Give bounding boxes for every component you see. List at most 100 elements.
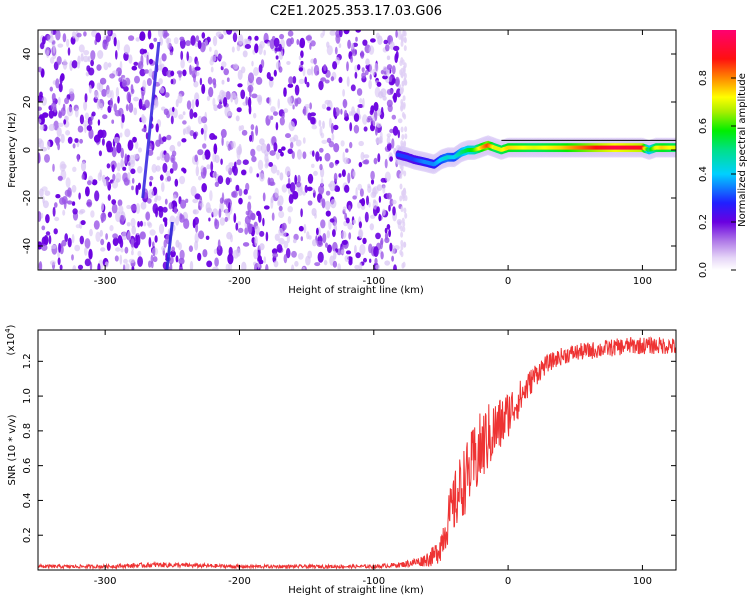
noise-speck (363, 126, 368, 132)
noise-speck (41, 96, 47, 106)
noise-speck (362, 97, 365, 109)
noise-speck (306, 186, 313, 192)
noise-speck (300, 60, 304, 66)
noise-speck (116, 162, 121, 172)
noise-speck (242, 50, 248, 58)
noise-speck (342, 98, 348, 109)
noise-speck (52, 206, 56, 217)
noise-speck (88, 67, 95, 76)
noise-speck (332, 260, 338, 268)
noise-speck (319, 163, 323, 171)
noise-speck (77, 125, 84, 133)
noise-speck (217, 54, 223, 60)
noise-speck (268, 96, 272, 106)
noise-speck (286, 233, 290, 244)
y-tick-label: -20 (22, 190, 33, 206)
noise-speck (54, 202, 58, 208)
noise-speck (236, 107, 242, 113)
noise-speck (161, 182, 165, 193)
x-tick-label: -300 (94, 576, 117, 587)
noise-speck (378, 195, 382, 203)
noise-speck (334, 46, 338, 55)
noise-speck (135, 234, 138, 246)
noise-speck (41, 225, 46, 231)
noise-speck (193, 132, 197, 140)
noise-speck (146, 78, 152, 86)
noise-speck (287, 206, 294, 213)
noise-speck (309, 102, 312, 110)
noise-speck (198, 230, 205, 240)
noise-speck (100, 238, 105, 246)
noise-speck (286, 38, 292, 47)
noise-speck (100, 103, 103, 111)
noise-speck (82, 120, 89, 127)
noise-speck (302, 191, 306, 196)
noise-speck (81, 173, 85, 180)
noise-speck (313, 64, 320, 76)
noise-speck (309, 42, 312, 50)
noise-speck (402, 30, 406, 37)
noise-speck (386, 136, 391, 145)
noise-speck (44, 190, 51, 196)
noise-speck (355, 187, 358, 198)
noise-speck (269, 181, 276, 186)
colorbar-tick-label: 0.6 (698, 118, 709, 134)
noise-speck (140, 201, 147, 210)
noise-speck (139, 68, 146, 77)
noise-speck (64, 233, 68, 243)
noise-speck (170, 78, 174, 85)
spectrogram-ylabel: Frequency (Hz) (7, 112, 18, 188)
noise-speck (158, 223, 165, 235)
noise-speck (251, 213, 256, 221)
noise-speck (119, 132, 123, 138)
noise-speck (88, 128, 94, 140)
noise-speck (350, 55, 354, 63)
noise-speck (107, 194, 111, 201)
noise-speck (120, 158, 124, 168)
noise-speck (360, 198, 366, 207)
noise-speck (54, 137, 61, 144)
noise-speck (221, 91, 227, 97)
noise-speck (244, 215, 251, 225)
noise-speck (384, 232, 389, 240)
noise-speck (135, 37, 140, 42)
noise-speck (172, 161, 178, 171)
noise-speck (115, 172, 122, 183)
noise-speck (106, 175, 109, 187)
noise-speck (386, 224, 391, 230)
noise-speck (206, 164, 211, 170)
noise-speck (333, 107, 336, 118)
noise-speck (401, 190, 405, 197)
noise-speck (347, 222, 353, 230)
noise-speck (196, 60, 199, 67)
noise-speck (389, 128, 394, 134)
snr-series-line (38, 336, 676, 570)
noise-speck (173, 37, 179, 45)
noise-speck (46, 140, 51, 150)
noise-speck (249, 86, 252, 98)
noise-speck (168, 256, 174, 265)
noise-speck (386, 64, 393, 71)
noise-speck (292, 104, 295, 110)
noise-speck (97, 263, 101, 270)
noise-speck (306, 231, 310, 240)
noise-speck (271, 212, 275, 221)
noise-speck (120, 147, 125, 159)
noise-speck (38, 211, 42, 222)
noise-speck (350, 42, 354, 50)
colorbar: 0.0 0.2 0.4 0.6 0.8 Normalized spectral ampl… (698, 30, 748, 278)
noise-speck (58, 96, 61, 106)
noise-speck (49, 86, 53, 92)
noise-speck (238, 188, 243, 197)
noise-speck (345, 148, 349, 153)
noise-speck (175, 99, 179, 108)
noise-speck (357, 64, 361, 71)
noise-speck (386, 192, 392, 200)
noise-speck (212, 78, 217, 86)
noise-speck (313, 57, 317, 65)
noise-speck (317, 251, 324, 263)
noise-speck (364, 69, 369, 76)
noise-speck (279, 172, 284, 181)
